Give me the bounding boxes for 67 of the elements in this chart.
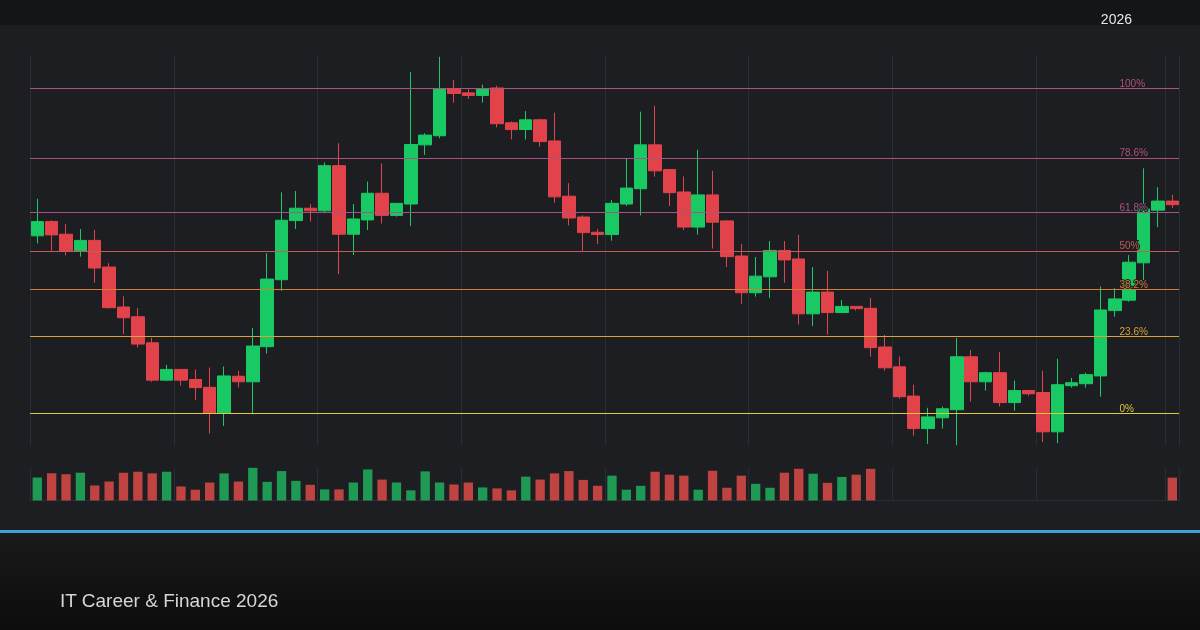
bar — [506, 490, 517, 501]
bar — [434, 482, 445, 501]
bar — [276, 471, 287, 501]
bar — [664, 474, 675, 501]
bar — [621, 489, 632, 501]
bar — [736, 475, 746, 501]
bar — [420, 471, 430, 501]
bar — [46, 473, 57, 501]
bar — [549, 473, 560, 501]
bar — [808, 473, 818, 501]
bar — [319, 489, 330, 501]
bar — [161, 471, 172, 501]
bar — [233, 481, 244, 501]
bar — [248, 467, 258, 501]
bar — [391, 482, 402, 501]
bar — [377, 479, 387, 501]
y-tick-label: 100% — [1119, 77, 1146, 89]
bar — [449, 484, 459, 501]
bar — [865, 468, 876, 501]
bar — [535, 479, 545, 501]
bar — [262, 481, 272, 501]
bar — [348, 482, 359, 501]
y-tick-label: 23.6% — [1119, 326, 1148, 338]
bar — [765, 487, 775, 501]
bar — [61, 474, 71, 501]
bar — [750, 483, 761, 501]
text: 2026 — [1100, 11, 1133, 27]
bar — [205, 482, 215, 501]
bar — [650, 471, 660, 501]
bar — [521, 476, 531, 501]
bar — [32, 477, 42, 501]
bar — [693, 489, 703, 501]
bar — [75, 472, 86, 501]
bar — [636, 485, 646, 501]
bar — [133, 471, 143, 501]
bar — [851, 474, 861, 501]
bar — [707, 470, 718, 501]
bar — [1167, 477, 1177, 501]
bar — [578, 479, 588, 501]
bar — [478, 487, 488, 501]
bar — [492, 488, 502, 501]
bar — [291, 480, 301, 501]
bar — [118, 472, 129, 501]
bar — [463, 482, 473, 501]
bar — [406, 490, 416, 501]
bar — [722, 487, 732, 501]
bar — [305, 484, 315, 501]
bar — [219, 473, 229, 501]
y-tick-label: 0% — [1119, 402, 1135, 414]
bar — [592, 485, 603, 501]
text: IT Career & Finance 2026 — [60, 590, 279, 611]
bar — [607, 475, 617, 501]
bar — [334, 489, 344, 501]
bar — [779, 472, 790, 501]
bar — [176, 486, 186, 501]
bar — [794, 468, 804, 501]
bar — [837, 476, 847, 501]
bar — [147, 473, 157, 501]
bar — [104, 481, 114, 501]
bar — [822, 482, 833, 501]
bar — [363, 469, 373, 501]
bar — [190, 489, 200, 501]
y-tick-label: 38.2% — [1119, 278, 1148, 290]
y-tick-label: 78.6% — [1119, 147, 1148, 159]
bar — [90, 485, 100, 501]
bar — [679, 475, 689, 501]
bar — [564, 471, 574, 501]
